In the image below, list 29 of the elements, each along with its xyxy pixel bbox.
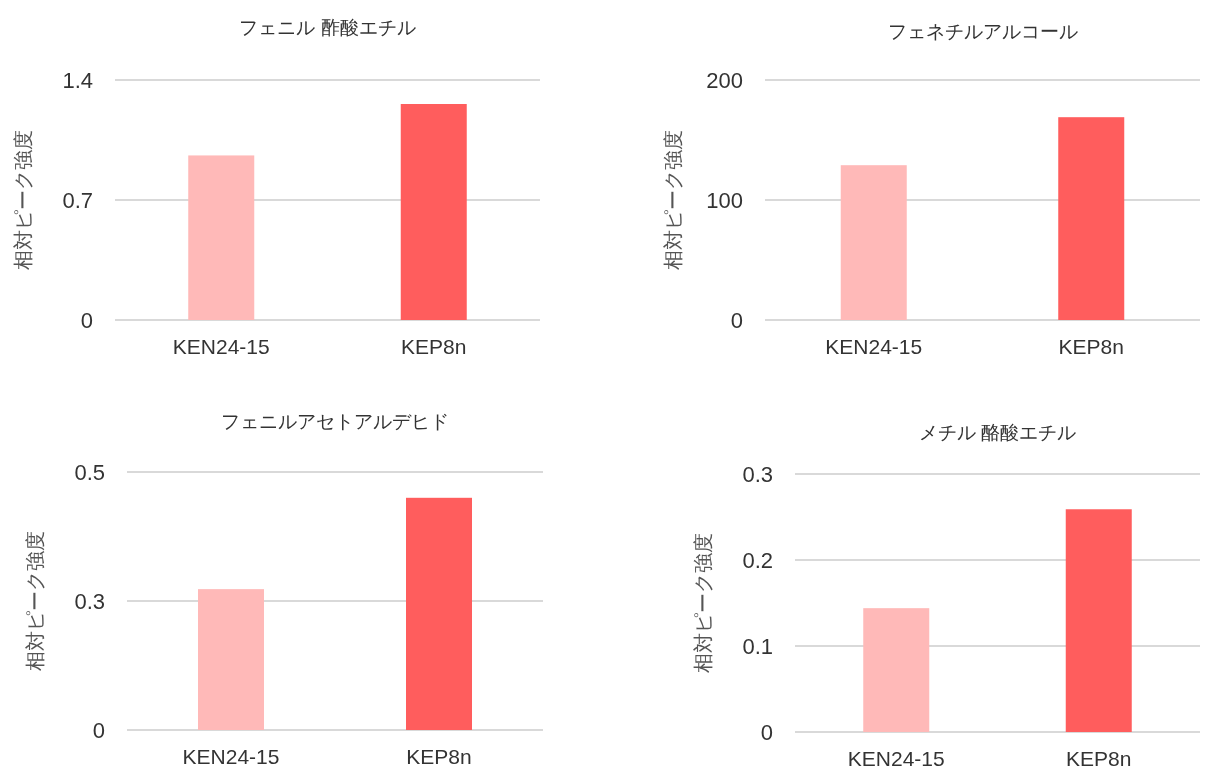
y-tick-label: 0.5 <box>74 460 105 485</box>
x-tick-label: KEP8n <box>1058 335 1124 358</box>
y-tick-label: 0 <box>760 720 773 745</box>
x-tick-label: KEP8n <box>406 745 472 768</box>
y-axis-title: 相対ピーク強度 <box>692 533 714 673</box>
x-tick-label: KEN24-15 <box>825 335 923 358</box>
x-tick-label: KEN24-15 <box>847 747 945 770</box>
x-tick-label: KEN24-15 <box>172 335 270 358</box>
y-tick-label: 0 <box>730 308 743 333</box>
x-tick-label: KEN24-15 <box>182 745 280 768</box>
chart-title: メチル 酪酸エチル <box>918 422 1077 443</box>
y-tick-label: 0 <box>92 718 105 743</box>
x-tick-label: KEP8n <box>401 335 467 358</box>
y-tick-label: 0.2 <box>742 548 773 573</box>
chart-title: フェネチルアルコール <box>887 21 1078 42</box>
y-tick-label: 200 <box>706 68 743 93</box>
y-tick-label: 100 <box>706 188 743 213</box>
y-tick-label: 1.4 <box>62 68 93 93</box>
y-tick-label: 0.1 <box>742 634 773 659</box>
y-tick-label: 0 <box>80 308 93 333</box>
chart-title: フェニル 酢酸エチル <box>239 17 416 38</box>
chart-title: フェニルアセトアルデヒド <box>221 411 449 432</box>
x-tick-label: KEP8n <box>1066 747 1132 770</box>
y-tick-label: 0.3 <box>742 462 773 487</box>
y-axis-title: 相対ピーク強度 <box>12 130 34 270</box>
y-axis-title: 相対ピーク強度 <box>662 130 684 270</box>
y-tick-label: 0.7 <box>62 188 93 213</box>
y-axis-title: 相対ピーク強度 <box>24 531 46 671</box>
y-tick-label: 0.3 <box>74 589 105 614</box>
